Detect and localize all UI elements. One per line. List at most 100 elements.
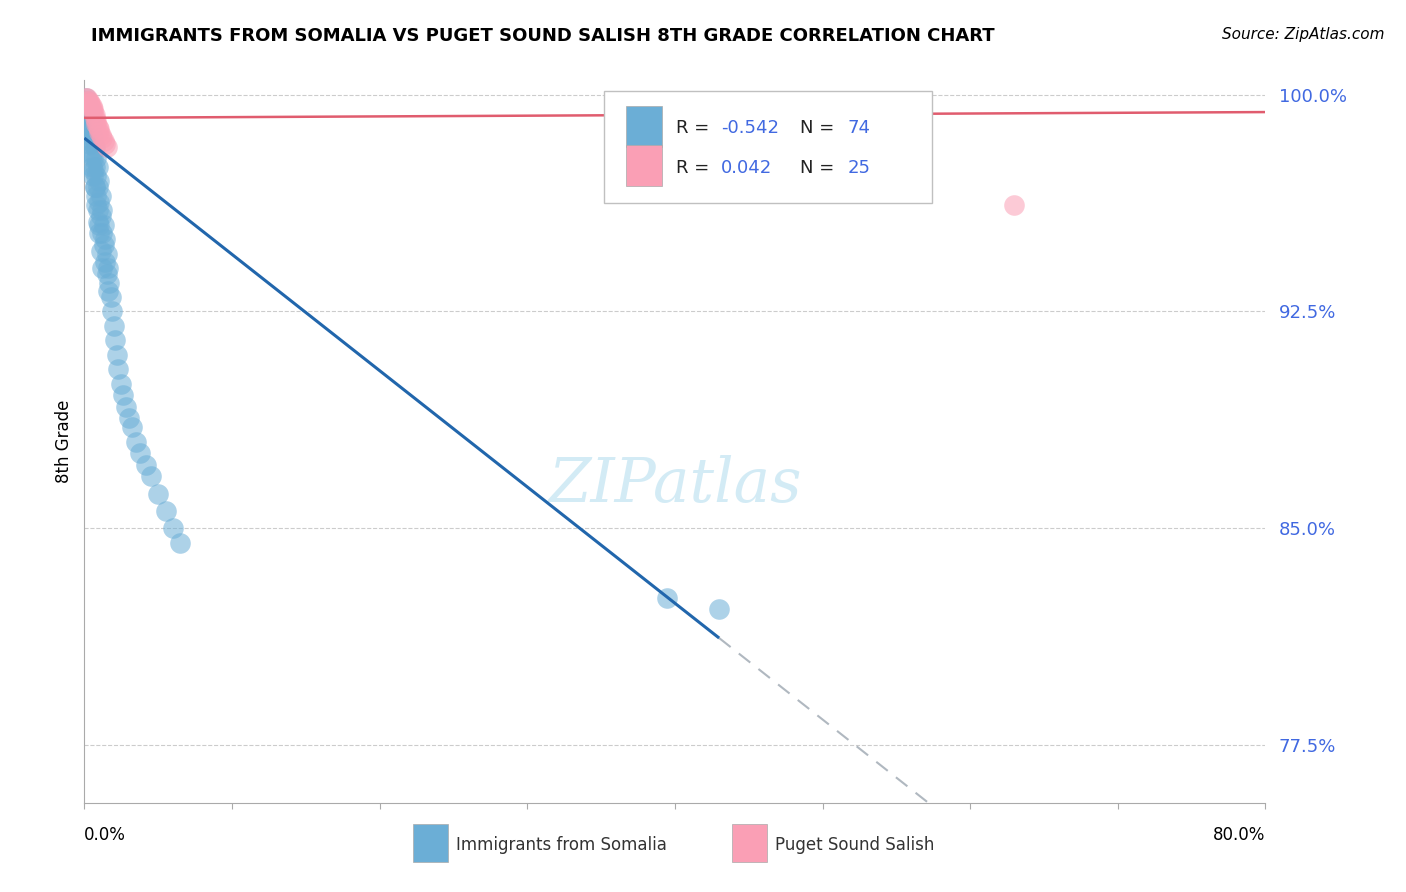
FancyBboxPatch shape	[605, 91, 932, 203]
Point	[105, 348, 128, 362]
Point	[77, 96, 100, 111]
Point	[91, 131, 114, 145]
Point	[139, 469, 162, 483]
Point	[96, 246, 118, 260]
Point	[87, 174, 111, 188]
Point	[91, 203, 114, 218]
Point	[76, 94, 98, 108]
Point	[107, 362, 129, 376]
Point	[135, 458, 157, 472]
Point	[94, 136, 117, 151]
Text: N =: N =	[800, 159, 834, 177]
Point	[83, 180, 105, 194]
Text: 0.0%: 0.0%	[84, 826, 127, 844]
Point	[93, 238, 115, 252]
Point	[856, 94, 879, 108]
FancyBboxPatch shape	[731, 824, 768, 862]
Point	[82, 169, 104, 183]
Text: Puget Sound Salish: Puget Sound Salish	[775, 836, 935, 854]
Point	[77, 102, 100, 116]
Text: N =: N =	[800, 119, 834, 137]
Point	[87, 227, 111, 241]
Point	[79, 122, 101, 136]
Point	[96, 140, 118, 154]
Point	[84, 117, 107, 131]
Point	[84, 189, 107, 203]
Text: 74: 74	[848, 119, 870, 137]
Point	[86, 215, 108, 229]
Point	[91, 261, 114, 276]
Point	[91, 227, 114, 241]
Point	[79, 96, 101, 111]
Point	[90, 189, 112, 203]
Text: 0.042: 0.042	[721, 159, 772, 177]
Point	[79, 99, 101, 113]
Point	[79, 111, 101, 125]
FancyBboxPatch shape	[627, 145, 662, 186]
Point	[80, 99, 103, 113]
Point	[79, 136, 101, 151]
Point	[76, 94, 98, 108]
Point	[657, 591, 679, 605]
Point	[77, 94, 100, 108]
Point	[80, 117, 103, 131]
Point	[75, 90, 97, 104]
Point	[169, 535, 191, 549]
Point	[80, 102, 103, 116]
Point	[100, 290, 122, 304]
Point	[87, 125, 111, 139]
Point	[80, 160, 103, 174]
Text: IMMIGRANTS FROM SOMALIA VS PUGET SOUND SALISH 8TH GRADE CORRELATION CHART: IMMIGRANTS FROM SOMALIA VS PUGET SOUND S…	[91, 27, 995, 45]
Point	[77, 122, 100, 136]
Point	[90, 209, 112, 223]
Point	[97, 285, 120, 299]
Point	[83, 180, 105, 194]
Point	[77, 131, 100, 145]
Text: R =: R =	[676, 119, 709, 137]
Point	[80, 128, 103, 143]
Point	[94, 255, 117, 269]
Point	[83, 140, 105, 154]
Point	[97, 261, 120, 276]
Point	[86, 180, 108, 194]
Point	[82, 151, 104, 165]
Point	[82, 131, 104, 145]
Text: 80.0%: 80.0%	[1213, 826, 1265, 844]
Point	[93, 218, 115, 232]
Point	[79, 134, 101, 148]
Point	[77, 117, 100, 131]
Point	[114, 400, 136, 414]
Point	[110, 376, 132, 391]
Point	[87, 194, 111, 209]
Point	[101, 304, 124, 318]
Point	[83, 160, 105, 174]
Text: Immigrants from Somalia: Immigrants from Somalia	[457, 836, 668, 854]
Point	[96, 267, 118, 281]
Point	[84, 151, 107, 165]
Text: 25: 25	[848, 159, 870, 177]
Point	[84, 197, 107, 211]
Point	[86, 203, 108, 218]
Point	[121, 420, 143, 434]
Point	[104, 334, 127, 348]
Point	[87, 122, 111, 136]
Point	[1004, 197, 1026, 211]
Point	[86, 120, 108, 134]
Point	[80, 148, 103, 162]
Point	[93, 134, 115, 148]
Point	[90, 244, 112, 258]
Point	[103, 318, 125, 333]
Point	[84, 113, 107, 128]
Point	[148, 486, 170, 500]
Point	[111, 388, 134, 402]
Point	[76, 99, 98, 113]
Point	[82, 105, 104, 120]
Point	[162, 521, 184, 535]
Point	[129, 446, 152, 460]
Point	[86, 160, 108, 174]
Point	[84, 169, 107, 183]
Point	[709, 602, 731, 616]
Point	[125, 434, 148, 449]
Point	[83, 111, 105, 125]
Text: Source: ZipAtlas.com: Source: ZipAtlas.com	[1222, 27, 1385, 42]
